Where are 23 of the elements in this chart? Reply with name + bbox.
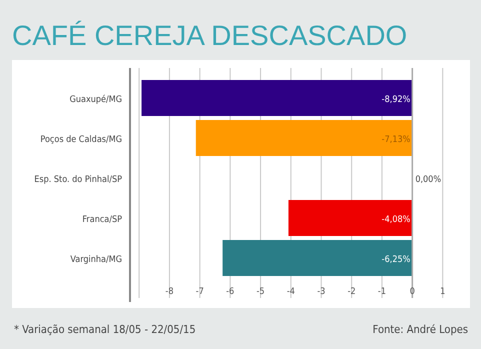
y-tick-label: Poços de Caldas/MG xyxy=(40,135,122,145)
data-label: -4,08% xyxy=(382,215,411,225)
data-label: -7,13% xyxy=(382,135,411,145)
x-tick-label: -3 xyxy=(317,287,326,297)
x-tick-label: 0 xyxy=(410,287,415,297)
x-tick-label: -4 xyxy=(286,287,295,297)
x-tick-label: -7 xyxy=(196,287,204,297)
y-tick-label: Franca/SP xyxy=(82,215,122,225)
data-label: -6,25% xyxy=(382,255,411,265)
y-tick-label: Guaxupé/MG xyxy=(70,94,122,105)
source-note: Fonte: André Lopes xyxy=(372,323,468,336)
chart-title: CAFÉ CEREJA DESCASCADO xyxy=(12,20,408,51)
y-tick-label: Varginha/MG xyxy=(70,255,122,265)
text: * Variação semanal 18/05 - 22/05/15 xyxy=(14,323,196,336)
x-tick-label: 1 xyxy=(440,287,446,297)
x-tick-label: -5 xyxy=(256,287,265,297)
data-label: 0,00% xyxy=(415,175,442,185)
x-tick-label: -2 xyxy=(348,287,356,297)
x-tick-label: -1 xyxy=(378,287,386,297)
x-tick-label: -8 xyxy=(165,287,174,297)
data-label: -8,92% xyxy=(382,95,411,105)
x-tick-label: -6 xyxy=(226,287,234,297)
y-tick-label: Esp. Sto. do Pinhal/SP xyxy=(34,175,122,185)
